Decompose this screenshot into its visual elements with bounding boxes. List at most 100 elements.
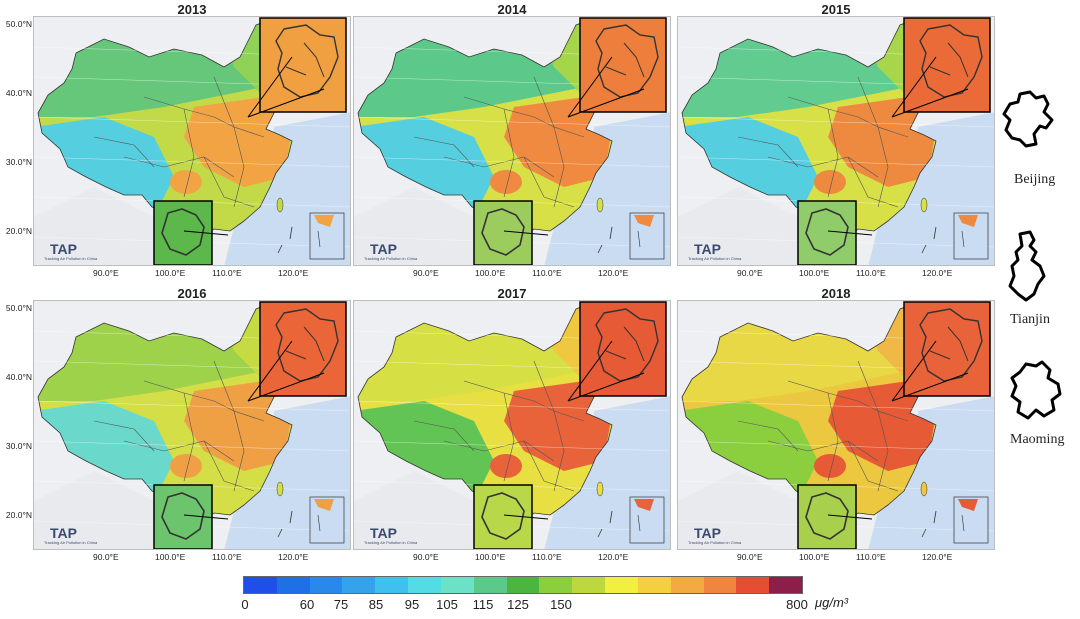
panel-year-title: 2018 (821, 286, 851, 301)
panel-year-title: 2016 (177, 286, 207, 301)
legend-swatch (539, 577, 573, 593)
longitude-label: 110.0°E (532, 268, 562, 278)
legend-swatch (276, 577, 310, 593)
legend-tick-label: 60 (299, 597, 315, 612)
legend-swatch (506, 577, 540, 593)
legend-tick-label: 95 (404, 597, 420, 612)
latitude-label: 30.0°N (5, 157, 32, 167)
longitude-label: 90.0°E (413, 268, 439, 278)
pm25-map: TAP Tracking Air Pollution in China (353, 300, 671, 550)
legend-swatch (309, 577, 343, 593)
tap-logo-caption: Tracking Air Pollution in China (364, 540, 418, 545)
latitude-label: 50.0°N (5, 19, 32, 29)
longitude-label: 90.0°E (93, 552, 119, 562)
city-label-maoming: Maoming (1010, 432, 1065, 447)
tap-logo-caption: Tracking Air Pollution in China (364, 256, 418, 261)
tap-logo: TAP (50, 241, 77, 257)
legend-swatch (342, 577, 376, 593)
longitude-label: 120.0°E (922, 268, 953, 278)
china-map-svg (34, 17, 350, 265)
legend-unit: μg/m³ (815, 595, 849, 610)
beijing-outline-icon (1002, 90, 1054, 148)
longitude-label: 100.0°E (799, 552, 830, 562)
latitude-label: 20.0°N (5, 226, 32, 236)
latitude-label: 40.0°N (5, 372, 32, 382)
map-panel-2015: 2015 TAP Tracking Air Pollution in China 90… (677, 2, 995, 279)
longitude-label: 90.0°E (413, 552, 439, 562)
legend-tick-label: 85 (368, 597, 384, 612)
city-label-beijing: Beijing (1014, 172, 1056, 187)
china-map-svg (354, 301, 670, 549)
tap-logo: TAP (694, 525, 721, 541)
tap-logo-caption: Tracking Air Pollution in China (688, 540, 742, 545)
longitude-label: 120.0°E (922, 552, 953, 562)
legend-swatch (736, 577, 770, 593)
latitude-label: 30.0°N (5, 441, 32, 451)
longitude-label: 110.0°E (212, 268, 242, 278)
legend-swatch (244, 577, 277, 593)
legend-swatch (440, 577, 474, 593)
pm25-map: TAP Tracking Air Pollution in China (353, 16, 671, 266)
legend-swatch (408, 577, 441, 593)
longitude-label: 110.0°E (212, 552, 242, 562)
longitude-label: 120.0°E (278, 552, 309, 562)
map-panel-2013: 2013 TAP Tracking Air Pollution in China 50… (6, 2, 351, 279)
legend-tick-label: 115 (472, 597, 494, 612)
tap-logo-caption: Tracking Air Pollution in China (44, 256, 98, 261)
longitude-label: 90.0°E (737, 268, 763, 278)
longitude-label: 100.0°E (475, 552, 506, 562)
longitude-label: 90.0°E (93, 268, 119, 278)
map-panel-2016: 2016 TAP Tracking Air Pollution in China 50… (6, 286, 351, 563)
longitude-label: 100.0°E (799, 268, 830, 278)
legend-tick-label: 75 (333, 597, 349, 612)
map-panel-2017: 2017 TAP Tracking Air Pollution in China 90… (353, 286, 671, 563)
map-panel-2014: 2014 TAP Tracking Air Pollution in China 90… (353, 2, 671, 279)
pm25-map: TAP Tracking Air Pollution in China (33, 300, 351, 550)
latitude-label: 20.0°N (5, 510, 32, 520)
legend-swatch (703, 577, 737, 593)
longitude-label: 100.0°E (155, 552, 186, 562)
tap-logo: TAP (370, 241, 397, 257)
tap-logo: TAP (370, 525, 397, 541)
pm25-map: TAP Tracking Air Pollution in China (677, 16, 995, 266)
city-label-tianjin: Tianjin (1010, 312, 1050, 327)
legend-swatch (670, 577, 704, 593)
tap-logo: TAP (694, 241, 721, 257)
tianjin-outline-icon (1008, 230, 1046, 302)
longitude-label: 90.0°E (737, 552, 763, 562)
legend-swatch (769, 577, 803, 593)
legend-swatch (375, 577, 409, 593)
china-map-svg (34, 301, 350, 549)
maoming-outline-icon (1010, 360, 1062, 420)
panel-year-title: 2017 (497, 286, 527, 301)
longitude-label: 120.0°E (598, 268, 629, 278)
legend-tick-label: 800 (786, 597, 808, 612)
longitude-label: 110.0°E (856, 268, 886, 278)
pm25-map: TAP Tracking Air Pollution in China (677, 300, 995, 550)
longitude-label: 110.0°E (532, 552, 562, 562)
pm25-map: TAP Tracking Air Pollution in China (33, 16, 351, 266)
longitude-label: 100.0°E (475, 268, 506, 278)
china-map-svg (678, 301, 994, 549)
legend-tick-label: 105 (436, 597, 458, 612)
china-map-svg (354, 17, 670, 265)
legend-tick-label: 150 (550, 597, 572, 612)
latitude-label: 50.0°N (5, 303, 32, 313)
panel-year-title: 2015 (821, 2, 851, 17)
legend-tick-label: 125 (507, 597, 529, 612)
legend-swatch (572, 577, 606, 593)
legend-swatch (605, 577, 638, 593)
longitude-label: 110.0°E (856, 552, 886, 562)
longitude-label: 120.0°E (278, 268, 309, 278)
panel-year-title: 2013 (177, 2, 207, 17)
legend-swatch (637, 577, 671, 593)
china-map-svg (678, 17, 994, 265)
tap-logo: TAP (50, 525, 77, 541)
map-panel-2018: 2018 TAP Tracking Air Pollution in China 90… (677, 286, 995, 563)
longitude-label: 120.0°E (598, 552, 629, 562)
legend-tick-label: 0 (241, 597, 249, 612)
tap-logo-caption: Tracking Air Pollution in China (44, 540, 98, 545)
tap-logo-caption: Tracking Air Pollution in China (688, 256, 742, 261)
longitude-label: 100.0°E (155, 268, 186, 278)
color-legend (243, 576, 803, 594)
